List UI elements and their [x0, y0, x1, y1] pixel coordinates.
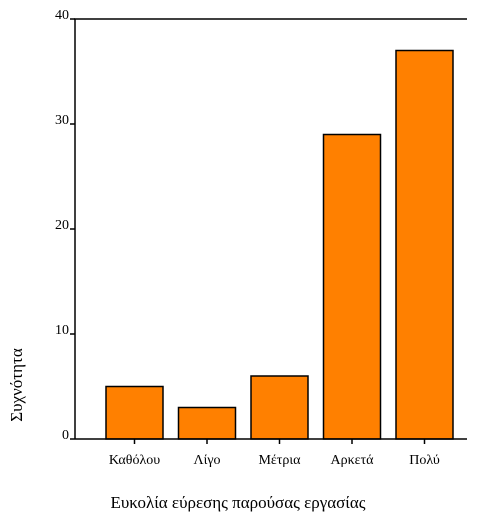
bar-4 [322, 133, 382, 440]
y-tick-label: 20 [55, 218, 69, 233]
x-tick-label: Λίγο [193, 453, 220, 468]
y-ticks-group: 0 10 20 30 40 [55, 8, 75, 443]
bar-3 [250, 375, 309, 440]
x-ticks-group: Καθόλου Λίγο Μέτρια Αρκετά Πολύ [109, 439, 440, 468]
y-axis-title: Συχνότητα [7, 348, 26, 422]
y-tick-label: 10 [55, 323, 69, 338]
x-tick-label: Αρκετά [331, 453, 375, 468]
x-tick-label: Μέτρια [258, 453, 301, 468]
y-tick-label: 0 [62, 428, 69, 443]
bars-group [105, 49, 454, 440]
x-tick-label: Καθόλου [109, 453, 160, 468]
x-tick-label: Πολύ [409, 453, 440, 468]
y-tick-label: 30 [55, 113, 69, 128]
y-tick-label: 40 [55, 8, 69, 23]
bar-1 [105, 385, 164, 440]
bar-5 [395, 49, 454, 440]
bar-2 [177, 406, 237, 440]
x-axis-title: Ευκολία εύρεσης παρούσας εργασίας [110, 493, 365, 512]
